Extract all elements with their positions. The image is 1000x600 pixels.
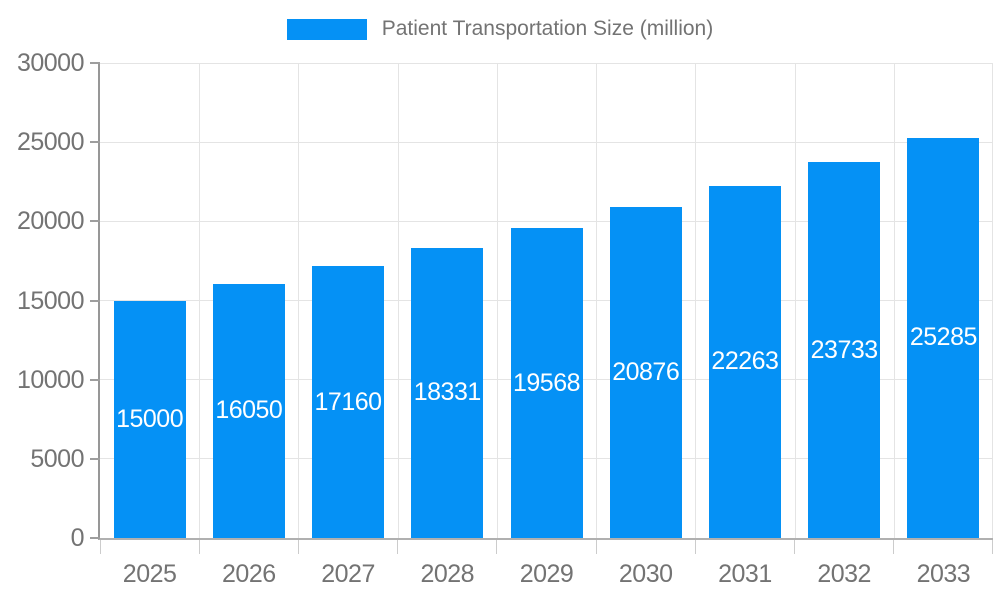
bar: 20876 (609, 207, 682, 538)
x-gridline (596, 63, 598, 538)
x-tick-mark (893, 540, 895, 554)
bar-value-label: 17160 (314, 387, 383, 416)
y-axis-tick-label: 30000 (16, 49, 85, 77)
y-gridline (100, 220, 993, 222)
x-axis-tick-label: 2028 (420, 560, 475, 588)
bar-value-label: 18331 (413, 378, 482, 407)
x-axis-tick-label: 2032 (817, 560, 871, 588)
x-gridline (794, 63, 796, 538)
bar: 23733 (808, 162, 881, 538)
x-tick-mark (694, 540, 696, 554)
bar-value-label: 20876 (612, 358, 680, 387)
x-axis-tick-label: 2029 (519, 560, 574, 588)
x-tick-mark (397, 540, 399, 554)
y-tick-mark (90, 62, 100, 64)
x-tick-mark (496, 540, 498, 554)
y-tick-mark (90, 141, 100, 144)
x-gridline (893, 63, 895, 538)
y-gridline (100, 62, 993, 64)
x-axis-tick-label: 2026 (222, 560, 276, 588)
x-tick-mark (794, 540, 796, 554)
y-axis-tick-label: 5000 (30, 444, 84, 473)
y-tick-mark (90, 457, 100, 460)
x-gridline (199, 63, 201, 538)
y-axis-tick-label: 10000 (16, 365, 85, 394)
y-tick-mark (90, 378, 100, 381)
y-gridline (100, 141, 993, 143)
legend-label: Patient Transportation Size (million) (381, 17, 714, 40)
x-tick-mark (991, 540, 993, 554)
y-tick-mark (90, 220, 100, 223)
y-tick-mark (90, 299, 100, 302)
bar-value-label: 23733 (810, 335, 879, 364)
plot-area: 15000 16050 17160 18331 19568 20876 22263 23733… (98, 62, 993, 540)
legend-swatch (286, 18, 367, 40)
x-tick-mark (595, 540, 597, 554)
bar-value-label: 15000 (116, 404, 184, 433)
x-gridline (496, 63, 498, 538)
legend[interactable]: Patient Transportation Size (million) (0, 17, 1000, 41)
y-axis-tick-label: 0 (70, 524, 85, 552)
bar: 17160 (312, 266, 385, 538)
y-axis-tick-label: 20000 (16, 207, 85, 236)
bar: 18331 (411, 247, 484, 538)
x-gridline (397, 63, 399, 538)
x-tick-mark (297, 540, 299, 554)
x-axis-tick-label: 2030 (618, 560, 673, 588)
x-gridline (298, 63, 300, 538)
bar-value-label: 22263 (711, 347, 779, 376)
bar-value-label: 25285 (909, 323, 978, 352)
y-tick-mark (90, 537, 100, 539)
x-axis-tick-label: 2025 (122, 560, 177, 588)
x-tick-mark (99, 540, 101, 554)
bar: 19568 (510, 228, 583, 538)
x-tick-mark (198, 540, 200, 554)
y-axis-tick-label: 15000 (16, 286, 85, 315)
bar: 16050 (212, 283, 285, 538)
x-axis-tick-label: 2027 (321, 560, 375, 588)
bar-value-label: 19568 (512, 368, 581, 397)
bar-value-label: 16050 (215, 396, 283, 425)
x-gridline (992, 63, 993, 538)
bar: 15000 (113, 300, 186, 538)
bar: 22263 (708, 185, 781, 538)
x-axis-tick-label: 2033 (916, 560, 971, 588)
x-axis-tick-label: 2031 (718, 560, 772, 588)
bar: 25285 (907, 137, 980, 538)
x-gridline (695, 63, 697, 538)
y-axis-tick-label: 25000 (16, 128, 85, 157)
